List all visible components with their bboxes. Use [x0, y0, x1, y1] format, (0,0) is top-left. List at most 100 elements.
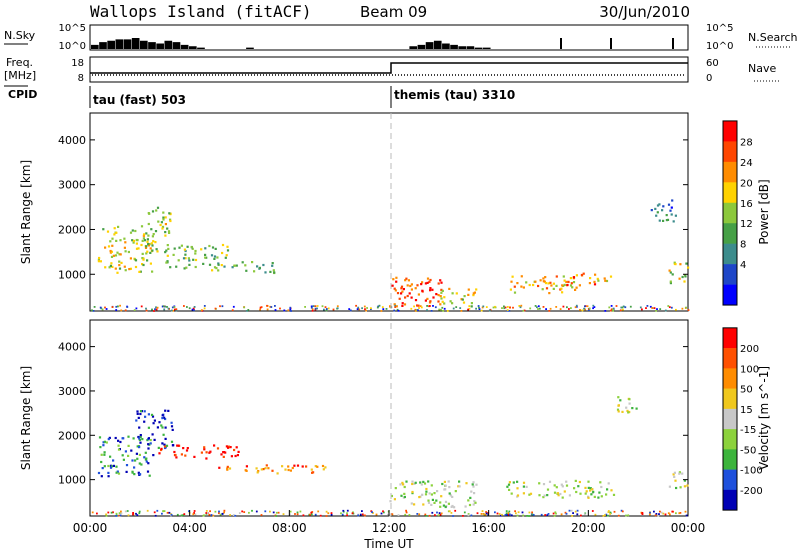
heatmap-cell: [147, 222, 150, 226]
heatmap-cell: [667, 203, 671, 206]
heatmap-cell: [153, 438, 156, 441]
heatmap-cell: [158, 452, 161, 455]
nsky-tick-bottom: 10^0: [59, 41, 86, 52]
heatmap-cell: [641, 308, 643, 311]
heatmap-cell: [619, 309, 622, 312]
heatmap-cell: [99, 260, 102, 263]
heatmap-cell: [192, 307, 195, 310]
heatmap-cell: [260, 514, 263, 516]
heatmap-cell: [184, 257, 187, 260]
heatmap-cell: [382, 511, 385, 514]
heatmap-cell: [172, 309, 174, 312]
colorbar-tick-label: 12: [740, 219, 753, 230]
heatmap-cell: [115, 239, 118, 242]
heatmap-cell: [620, 306, 623, 309]
heatmap-cell: [559, 308, 562, 310]
heatmap-cell: [165, 261, 168, 264]
heatmap-cell: [234, 454, 237, 458]
heatmap-cell: [678, 277, 681, 280]
heatmap-cell: [565, 484, 569, 487]
heatmap-cell: [151, 270, 154, 273]
heatmap-cell: [584, 308, 586, 311]
heatmap-cell: [119, 514, 122, 517]
heatmap-cell: [178, 246, 181, 249]
heatmap-cell: [411, 480, 414, 483]
colorbar-segment: [723, 489, 737, 511]
heatmap-cell: [92, 310, 95, 312]
heatmap-cell: [289, 308, 292, 311]
heatmap-cell: [494, 511, 496, 514]
heatmap-cell: [625, 406, 628, 409]
heatmap-cell: [214, 307, 217, 310]
heatmap-cell: [149, 247, 152, 250]
heatmap-cell: [170, 425, 174, 428]
heatmap-cell: [431, 511, 434, 514]
heatmap-cell: [574, 510, 577, 513]
heatmap-cell: [575, 490, 578, 494]
heatmap-cell: [568, 509, 571, 512]
heatmap-cell: [473, 492, 476, 495]
heatmap-cell: [555, 275, 558, 278]
heatmap-cell: [103, 453, 106, 456]
heatmap-cell: [174, 453, 177, 457]
heatmap-cell: [675, 308, 677, 311]
heatmap-cell: [184, 249, 187, 253]
heatmap-cell: [671, 199, 674, 202]
heatmap-cell: [119, 253, 122, 256]
heatmap-cell: [572, 512, 574, 514]
heatmap-cell: [193, 306, 196, 308]
heatmap-cell: [154, 514, 157, 517]
heatmap-cell: [126, 510, 129, 512]
heatmap-cell: [103, 440, 106, 443]
heatmap-cell: [276, 472, 279, 475]
heatmap-cell: [522, 481, 526, 484]
heatmap-cell: [683, 274, 687, 277]
heatmap-cell: [140, 243, 143, 247]
heatmap-cell: [218, 512, 220, 515]
heatmap-cell: [532, 514, 535, 516]
heatmap-cell: [191, 247, 194, 250]
heatmap-cell: [113, 233, 116, 236]
heatmap-cell: [492, 306, 495, 309]
heatmap-cell: [425, 515, 428, 517]
heatmap-cell: [658, 513, 660, 515]
heatmap-cell: [151, 210, 155, 213]
heatmap-cell: [536, 306, 538, 309]
heatmap-cell: [520, 275, 523, 278]
heatmap-cell: [581, 309, 584, 312]
heatmap-cell: [397, 309, 400, 312]
heatmap-cell: [205, 512, 208, 514]
heatmap-cell: [472, 503, 475, 506]
heatmap-cell: [515, 512, 517, 515]
heatmap-cell: [151, 433, 154, 436]
heatmap-cell: [679, 512, 682, 514]
heatmap-cell: [311, 309, 314, 312]
heatmap-cell: [664, 513, 667, 516]
heatmap-cell: [543, 494, 546, 497]
colorbar-segment: [723, 449, 737, 470]
heatmap-cell: [683, 479, 686, 482]
heatmap-cell: [434, 514, 436, 516]
heatmap-cell: [108, 436, 111, 439]
heatmap-cell: [598, 491, 601, 494]
heatmap-cell: [521, 511, 524, 514]
heatmap-cell: [394, 304, 397, 307]
heatmap-cell: [516, 487, 519, 490]
heatmap-cell: [448, 492, 451, 495]
heatmap-cell: [132, 512, 134, 514]
heatmap-cell: [115, 305, 118, 308]
heatmap-cell: [440, 297, 443, 300]
heatmap-cell: [131, 229, 134, 232]
heatmap-cell: [593, 495, 596, 498]
heatmap-cell: [418, 513, 421, 516]
heatmap-cell: [544, 282, 548, 285]
heatmap-cell: [394, 487, 397, 490]
heatmap-cell: [433, 492, 436, 495]
heatmap-cell: [428, 280, 431, 283]
heatmap-cell: [612, 309, 614, 312]
heatmap-cell: [139, 441, 142, 444]
heatmap-cell: [605, 493, 608, 496]
heatmap-cell: [440, 495, 443, 498]
heatmap-cell: [143, 456, 146, 459]
heatmap-cell: [167, 409, 170, 412]
